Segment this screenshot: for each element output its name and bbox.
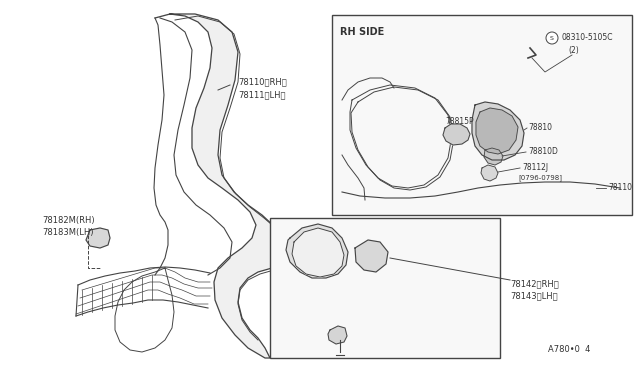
Polygon shape: [476, 108, 518, 154]
Text: 78143〈LH〉: 78143〈LH〉: [510, 292, 557, 301]
Text: 78142〈RH〉: 78142〈RH〉: [510, 279, 559, 289]
Polygon shape: [286, 224, 348, 278]
Text: RH SIDE: RH SIDE: [340, 27, 384, 37]
Text: 78110〈RH〉: 78110〈RH〉: [238, 77, 287, 87]
Text: 08310-5105C: 08310-5105C: [562, 33, 614, 42]
Polygon shape: [484, 148, 503, 165]
Text: [0796-0798]: [0796-0798]: [518, 174, 562, 182]
Circle shape: [546, 32, 558, 44]
Polygon shape: [472, 102, 524, 160]
FancyBboxPatch shape: [270, 218, 500, 358]
Text: 78810D: 78810D: [528, 148, 558, 157]
Polygon shape: [292, 228, 344, 277]
FancyBboxPatch shape: [332, 15, 632, 215]
Text: 78183M(LH): 78183M(LH): [42, 228, 93, 237]
Text: S: S: [550, 35, 554, 41]
Polygon shape: [481, 165, 498, 181]
Text: 78110: 78110: [608, 183, 632, 192]
Polygon shape: [155, 14, 284, 358]
Polygon shape: [86, 228, 110, 248]
Text: 78112J: 78112J: [522, 164, 548, 173]
Text: 78810: 78810: [528, 124, 552, 132]
Polygon shape: [355, 240, 388, 272]
Text: A780•0  4: A780•0 4: [548, 346, 590, 355]
Polygon shape: [443, 124, 470, 145]
Text: 78111〈LH〉: 78111〈LH〉: [238, 90, 285, 99]
Text: (2): (2): [568, 45, 579, 55]
Polygon shape: [328, 326, 347, 344]
Text: 78815P: 78815P: [445, 118, 474, 126]
Text: 78182M(RH): 78182M(RH): [42, 215, 95, 224]
